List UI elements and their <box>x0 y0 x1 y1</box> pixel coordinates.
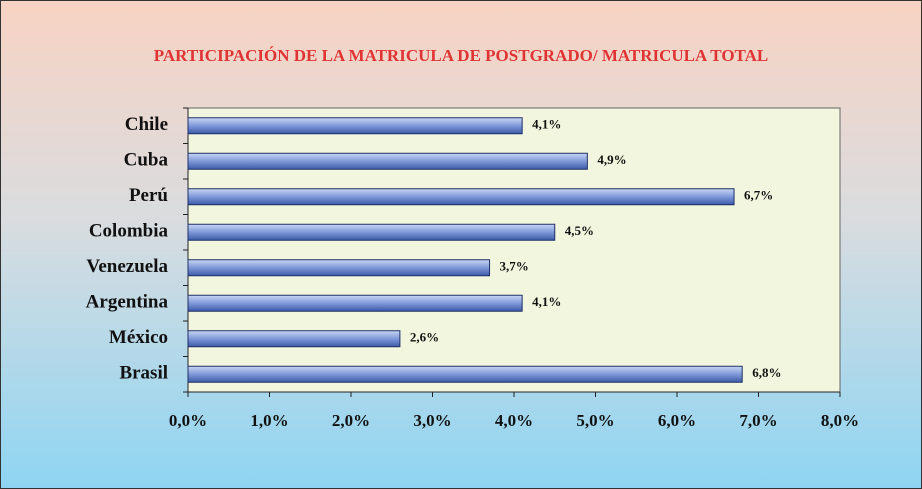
value-label: 4,1% <box>532 117 561 132</box>
x-tick-label: 5,0% <box>576 411 614 430</box>
bar <box>187 259 491 277</box>
bar <box>187 294 523 312</box>
value-label: 6,8% <box>752 365 781 380</box>
x-tick-label: 3,0% <box>413 411 451 430</box>
y-tick-label: Brasil <box>119 363 168 384</box>
x-tick-label: 6,0% <box>658 411 696 430</box>
x-tick-label: 7,0% <box>739 411 777 430</box>
y-tick-label: Perú <box>129 185 168 206</box>
y-tick-label: Argentina <box>86 292 169 313</box>
bar <box>187 365 743 383</box>
x-tick-label: 8,0% <box>821 411 859 430</box>
value-label: 3,7% <box>500 259 529 274</box>
x-tick-label: 1,0% <box>250 411 288 430</box>
bar <box>187 330 401 348</box>
y-tick-label: México <box>109 327 168 348</box>
value-label: 2,6% <box>410 330 439 345</box>
bar <box>187 223 556 241</box>
x-tick-label: 2,0% <box>332 411 370 430</box>
value-label: 4,1% <box>532 294 561 309</box>
value-label: 4,5% <box>565 223 594 238</box>
y-tick-label: Chile <box>125 114 168 135</box>
x-tick-label: 4,0% <box>495 411 533 430</box>
plot-area <box>187 107 841 393</box>
x-tick-label: 0,0% <box>169 411 207 430</box>
bar <box>187 188 735 206</box>
chart-title: PARTICIPACIÓN DE LA MATRICULA DE POSTGRA… <box>154 46 768 65</box>
bar <box>187 152 588 170</box>
bar <box>187 117 523 135</box>
y-tick-label: Colombia <box>89 221 169 242</box>
value-label: 6,7% <box>744 188 773 203</box>
value-label: 4,9% <box>597 152 626 167</box>
y-tick-label: Venezuela <box>86 256 168 277</box>
y-tick-label: Cuba <box>124 150 169 171</box>
